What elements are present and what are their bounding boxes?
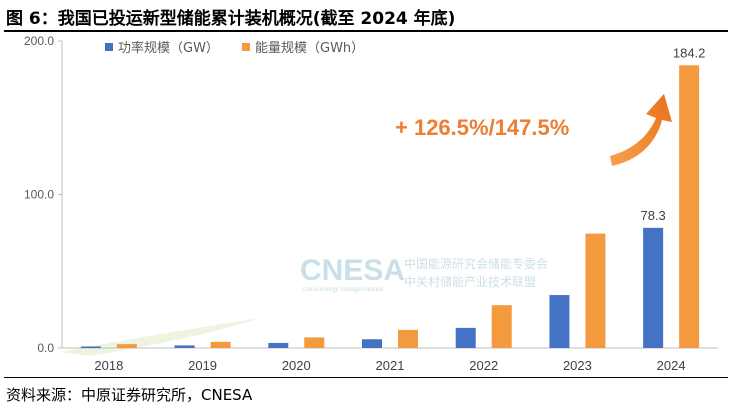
- cnesa-watermark: CNESA China Energy Storage Alliance 中国能源…: [300, 254, 548, 293]
- growth-annotation: + 126.5%/147.5%: [395, 115, 569, 140]
- y-tick-label: 100.0: [24, 188, 54, 202]
- bar-power: [549, 295, 570, 348]
- bar-energy: [210, 341, 231, 348]
- x-tick-label: 2023: [563, 358, 592, 373]
- decorative-swoosh: [60, 318, 260, 356]
- bar-energy: [116, 344, 137, 348]
- x-tick-label: 2018: [94, 358, 123, 373]
- legend-label-power: 功率规模（GW）: [118, 40, 219, 56]
- data-label: 78.3: [640, 208, 665, 223]
- title-rule: [4, 30, 728, 32]
- source-note: 资料来源：中原证券研究所，CNESA: [6, 386, 253, 404]
- x-tick-label: 2020: [282, 358, 311, 373]
- x-tick-label: 2019: [188, 358, 217, 373]
- bar-power: [455, 327, 476, 348]
- y-tick-label: 200.0: [24, 34, 54, 48]
- bar-energy: [304, 337, 325, 348]
- bar-power: [643, 227, 664, 348]
- data-label: 184.2: [673, 45, 706, 60]
- x-tick-label: 2022: [469, 358, 498, 373]
- legend-swatch-power: [105, 43, 113, 51]
- watermark-cn-line1: 中国能源研究会储能专委会: [404, 256, 548, 271]
- y-tick-label: 0.0: [37, 341, 54, 355]
- source-rule: [4, 377, 728, 378]
- watermark-logo: CNESA: [300, 254, 405, 287]
- x-tick-label: 2021: [376, 358, 405, 373]
- bar-energy: [679, 65, 700, 349]
- legend: 功率规模（GW） 能量规模（GWh）: [105, 40, 364, 56]
- figure-title: 图 6：我国已投运新型储能累计装机概况(截至 2024 年底): [6, 9, 456, 29]
- bars: [80, 65, 700, 349]
- bar-power: [174, 345, 195, 348]
- bar-power: [268, 342, 289, 348]
- growth-arrow-icon: [610, 94, 672, 166]
- bar-chart: CNESA China Energy Storage Alliance 中国能源…: [24, 34, 718, 373]
- y-tick-labels: 0.0 100.0 200.0: [24, 34, 62, 355]
- bar-power: [362, 339, 382, 348]
- bar-power: [80, 346, 101, 348]
- bar-energy: [491, 305, 512, 348]
- legend-swatch-energy: [242, 43, 250, 51]
- x-tick-label: 2024: [657, 358, 686, 373]
- legend-label-energy: 能量规模（GWh）: [255, 41, 364, 56]
- x-tick-labels: 2018 2019 2020 2021 2022 2023 2024: [94, 358, 685, 373]
- data-labels: 78.3 184.2: [640, 45, 705, 223]
- bar-energy: [585, 233, 606, 348]
- watermark-tagline: China Energy Storage Alliance: [302, 287, 384, 293]
- bar-energy: [398, 329, 418, 348]
- watermark-cn-line2: 中关村储能产业技术联盟: [404, 274, 536, 289]
